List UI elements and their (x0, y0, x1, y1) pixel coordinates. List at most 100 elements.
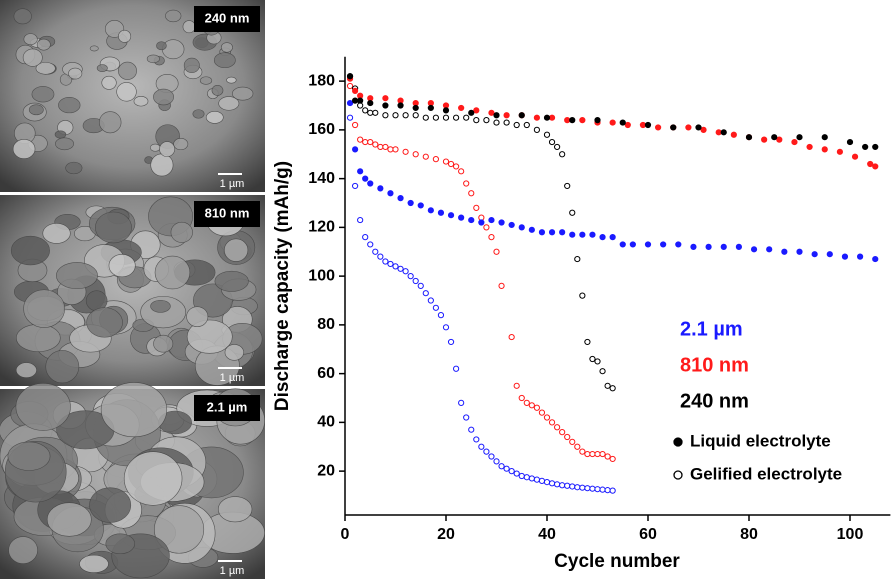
data-point (483, 117, 490, 124)
data-point (453, 114, 460, 121)
data-point (346, 99, 354, 107)
data-point (564, 433, 571, 441)
data-point (589, 231, 596, 238)
data-point (569, 231, 576, 238)
x-axis-label: Cycle number (554, 551, 680, 572)
data-point (422, 153, 429, 160)
x-tick-label: 40 (538, 526, 556, 543)
data-point (352, 121, 359, 129)
sem-grain (149, 143, 161, 152)
legend-marker (673, 437, 683, 447)
data-point (639, 121, 647, 129)
data-point (412, 104, 419, 112)
data-point (569, 209, 576, 216)
data-point (867, 160, 874, 168)
data-point (533, 126, 541, 133)
sem-grain (12, 139, 36, 159)
sem-grain (54, 130, 67, 139)
data-point (367, 138, 374, 146)
sem-grain (46, 502, 92, 537)
data-point (427, 297, 434, 304)
data-point (700, 126, 707, 133)
data-point (493, 248, 500, 255)
sem-grain (31, 86, 55, 103)
data-point (508, 333, 515, 341)
scale-label: 1 µm (220, 565, 245, 577)
data-point (599, 368, 606, 375)
data-point (574, 255, 581, 263)
data-point (528, 475, 535, 482)
data-point (543, 114, 551, 121)
scale-label: 1 µm (220, 372, 245, 384)
data-point (771, 134, 778, 141)
data-point (584, 450, 591, 458)
data-point (548, 114, 556, 121)
data-point (513, 121, 520, 129)
sem-grain (183, 57, 200, 74)
data-point (594, 117, 601, 124)
data-point (427, 104, 434, 112)
data-point (397, 195, 404, 202)
y-tick-label: 40 (317, 414, 335, 431)
data-point (528, 402, 535, 409)
data-point (367, 99, 374, 107)
x-tick-label: 20 (437, 526, 455, 543)
sem-grain (153, 334, 174, 353)
data-point (604, 382, 611, 389)
data-point (579, 117, 586, 124)
data-point (493, 458, 500, 465)
sem-grain (10, 235, 50, 266)
data-point (538, 229, 546, 236)
sem-grain (224, 344, 244, 361)
y-tick-label: 120 (308, 219, 335, 236)
data-point (432, 156, 439, 163)
sem-grain (105, 533, 136, 555)
data-point (609, 119, 616, 126)
data-point (730, 131, 737, 138)
data-point (402, 268, 409, 275)
sem-grain (218, 96, 240, 111)
data-point (422, 290, 429, 297)
sem-grain (213, 52, 236, 69)
data-point (453, 365, 460, 372)
data-point (432, 304, 439, 311)
data-point (442, 158, 450, 165)
data-point (382, 95, 389, 102)
data-point (382, 102, 389, 109)
sem-grain (156, 41, 167, 51)
data-point (604, 487, 611, 494)
data-point (357, 216, 364, 224)
y-tick-label: 100 (308, 267, 335, 284)
data-point (523, 399, 530, 406)
data-point (442, 107, 450, 114)
image-label: 810 nm (205, 205, 250, 220)
data-point (564, 117, 571, 124)
data-point (458, 214, 465, 221)
data-point (352, 146, 359, 153)
data-point (538, 409, 546, 416)
data-point (796, 248, 803, 255)
data-point (644, 121, 652, 129)
data-point (503, 465, 510, 472)
data-point (629, 241, 636, 248)
data-point (387, 260, 394, 268)
data-point (660, 241, 667, 248)
data-point (619, 119, 626, 126)
data-point (644, 241, 652, 248)
sem-grain (15, 323, 61, 352)
data-point (862, 143, 869, 151)
data-point (392, 146, 399, 153)
data-point (609, 487, 616, 494)
data-point (382, 112, 389, 119)
legend-label: 2.1 µm (680, 318, 743, 340)
sem-grain (86, 307, 123, 338)
data-point (599, 234, 606, 241)
legend-marker (673, 470, 683, 480)
data-point (488, 234, 495, 241)
data-point (346, 114, 354, 121)
sem-grain (186, 319, 233, 354)
data-point (468, 426, 475, 433)
image-label: 2.1 µm (207, 399, 248, 414)
x-tick-label: 60 (639, 526, 657, 543)
sem-grain (173, 138, 189, 151)
